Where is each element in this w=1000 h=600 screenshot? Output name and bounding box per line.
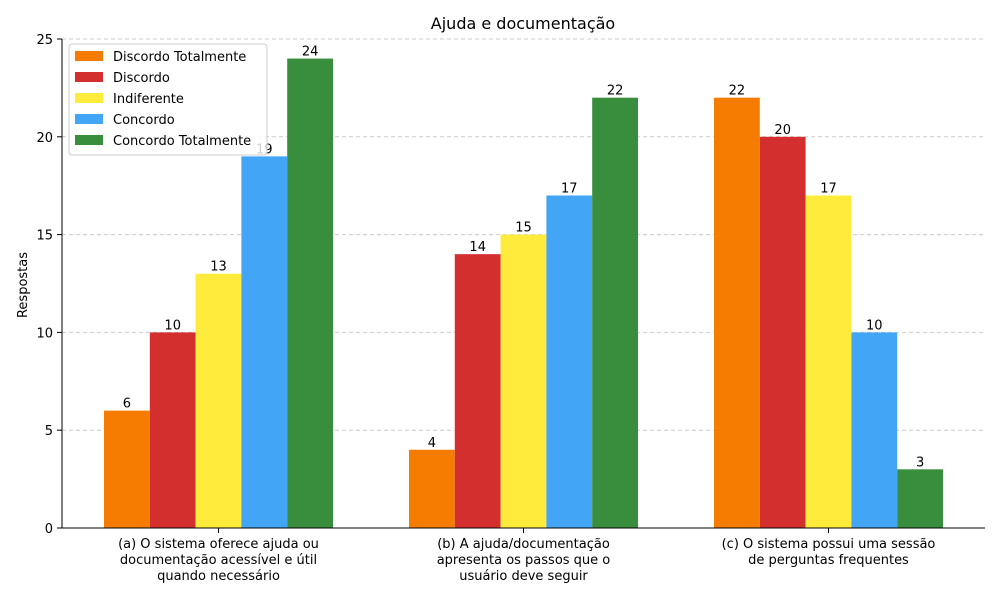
legend-swatch-discordo-totalmente <box>75 51 103 61</box>
legend-label: Discordo Totalmente <box>113 50 246 65</box>
data-label: 10 <box>866 318 883 333</box>
bar-discordo-cat-1 <box>454 254 501 528</box>
bar-discordo-totalmente-cat-1 <box>409 449 455 528</box>
data-label: 14 <box>469 240 486 255</box>
legend: Discordo Totalmente Discordo Indiferente Co… <box>68 43 268 156</box>
bar-discordo-totalmente-cat-0 <box>104 410 150 528</box>
data-label: 22 <box>729 84 746 99</box>
bar-concordo-totalmente-cat-0 <box>287 58 333 529</box>
bar-concordo-totalmente-cat-1 <box>592 97 638 529</box>
data-label: 3 <box>916 455 924 470</box>
x-tick-label: apresenta os passos que o <box>437 553 611 568</box>
chart-title: Ajuda e documentação <box>431 14 615 33</box>
legend-swatch-indiferente <box>75 93 103 103</box>
data-label: 6 <box>123 397 131 412</box>
bar-indiferente-cat-1 <box>500 234 547 528</box>
x-tick-label: documentação acessível e útil <box>120 553 317 568</box>
x-tick-label: quando necessário <box>157 569 280 584</box>
x-tick-label: de perguntas frequentes <box>748 553 909 568</box>
data-label: 20 <box>774 123 791 138</box>
bar-discordo-cat-2 <box>759 136 806 529</box>
bar-concordo-totalmente-cat-2 <box>897 469 943 528</box>
x-tick-label: usuário deve seguir <box>459 569 588 584</box>
legend-swatch-concordo-totalmente <box>75 135 103 145</box>
bars-layer <box>104 58 943 529</box>
y-axis-label: Respostas <box>16 252 31 318</box>
data-label: 17 <box>561 181 578 196</box>
bar-indiferente-cat-0 <box>195 273 242 528</box>
bar-concordo-cat-0 <box>241 156 288 529</box>
y-tick-label: 5 <box>45 424 53 439</box>
bar-concordo-cat-2 <box>851 332 898 528</box>
legend-label: Concordo <box>113 113 175 128</box>
y-tick-label: 20 <box>36 131 53 146</box>
x-tick-label: (c) O sistema possui uma sessão <box>722 537 936 552</box>
legend-swatch-discordo <box>75 72 103 82</box>
legend-swatch-concordo <box>75 114 103 124</box>
legend-label: Discordo <box>113 71 170 86</box>
bar-discordo-totalmente-cat-2 <box>714 97 760 529</box>
x-tick-label: (a) O sistema oferece ajuda ou <box>118 537 319 552</box>
labels-layer: 0510152025610131924(a) O sistema oferece… <box>36 33 935 584</box>
data-label: 24 <box>302 45 319 60</box>
data-label: 17 <box>820 181 837 196</box>
legend-label: Concordo Totalmente <box>113 134 251 149</box>
bar-indiferente-cat-2 <box>805 195 852 529</box>
bar-concordo-cat-1 <box>546 195 593 529</box>
data-label: 13 <box>210 260 227 275</box>
data-label: 4 <box>428 436 436 451</box>
data-label: 10 <box>164 318 181 333</box>
y-tick-label: 25 <box>36 33 53 48</box>
bar-discordo-cat-0 <box>149 332 196 528</box>
legend-label: Indiferente <box>113 92 184 107</box>
axes-layer <box>57 38 985 533</box>
y-tick-label: 10 <box>36 326 53 341</box>
y-tick-label: 0 <box>45 522 53 537</box>
legend-box <box>68 43 268 156</box>
data-label: 15 <box>515 221 532 236</box>
data-label: 22 <box>607 84 624 99</box>
x-tick-label: (b) A ajuda/documentação <box>437 537 610 552</box>
y-tick-label: 15 <box>36 229 53 244</box>
